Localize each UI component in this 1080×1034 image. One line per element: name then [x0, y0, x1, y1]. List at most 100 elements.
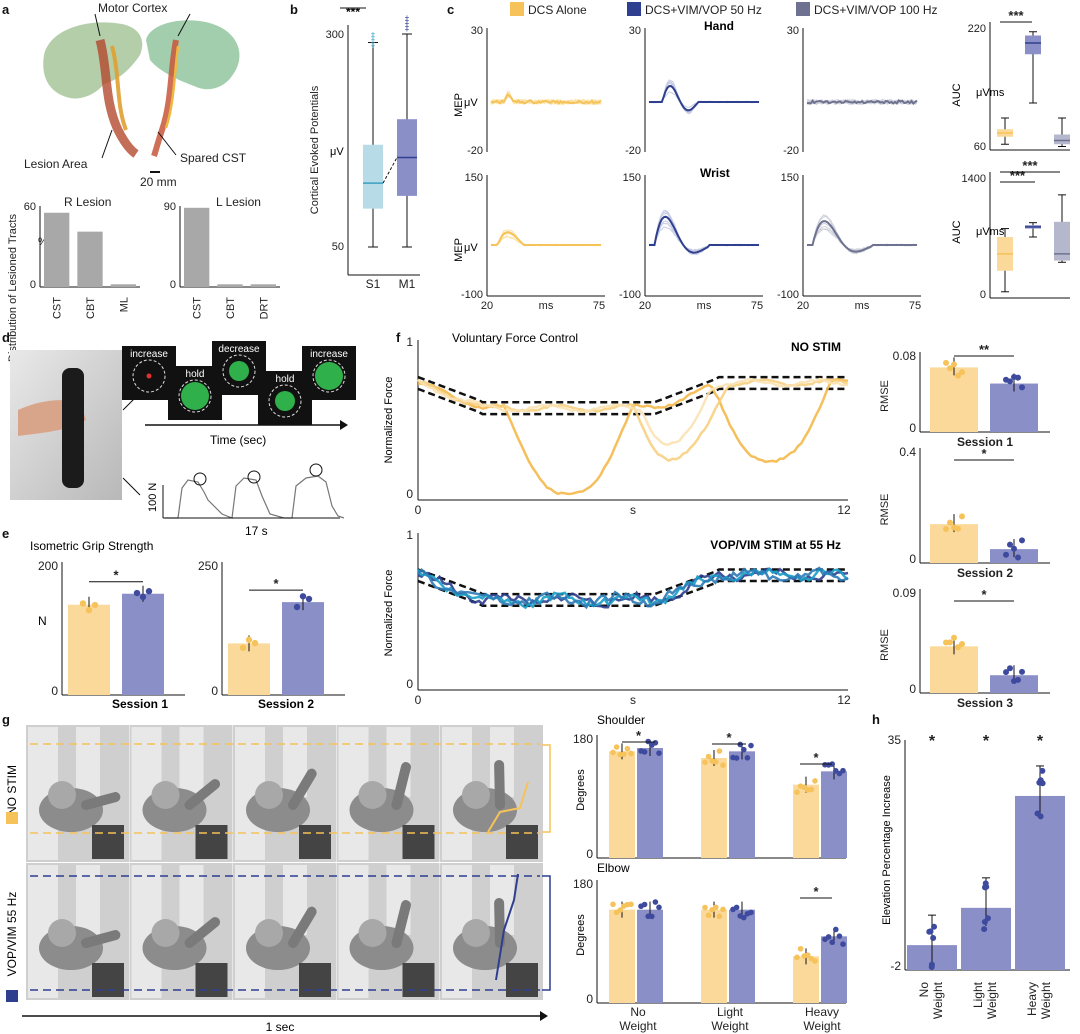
data-point: [1003, 669, 1009, 676]
target-band: [417, 579, 848, 607]
category-label: Weight: [985, 981, 999, 1019]
data-point: [943, 359, 949, 366]
legend-swatch-50hz: [627, 2, 641, 16]
tick-label: -100: [461, 289, 483, 301]
h-ylabel: Elevation Percentage Increase: [881, 775, 893, 925]
rmse-chart-2: 0.09 0 RMSE Session 3 *: [879, 586, 1050, 710]
data-point: [981, 926, 988, 933]
trial-trace: [806, 223, 918, 252]
tick-label: 12: [837, 503, 851, 517]
bar-NO STIM: [68, 604, 110, 695]
window-light: [179, 727, 204, 797]
data-point: [955, 644, 961, 651]
bar-No-Weight: [609, 909, 635, 1003]
a-ylabel-unit: %: [38, 236, 48, 248]
data-point: [836, 933, 843, 939]
spared-cst-tract: [151, 39, 179, 157]
g-chart-shoulder: Shoulder: [597, 713, 645, 727]
peak-marker-3: [309, 463, 323, 477]
data-point: [1019, 668, 1025, 675]
bar-CBT: [217, 284, 243, 287]
data-point: [91, 601, 99, 609]
tick-label: 0: [406, 677, 413, 691]
bar-No-Weight: [609, 751, 635, 858]
range-bracket-stim: [542, 875, 551, 991]
category-label: Weight: [1039, 981, 1053, 1019]
panel-d: increase hold decrease hold increase Time (s…: [10, 341, 356, 538]
data-point: [1034, 810, 1041, 817]
rmse-chart-0: 0.08 0 RMSE Session 1 **: [879, 342, 1050, 449]
c-auc-wrist: AUC: [951, 220, 963, 243]
c-mep-wrist: MEP: [453, 238, 465, 262]
cushion-dark: [195, 963, 228, 997]
target-ring: [312, 359, 346, 393]
head-blur: [151, 781, 180, 809]
data-point: [720, 906, 726, 913]
tick-label: 1: [406, 335, 413, 349]
grip-force-trace: [165, 475, 345, 519]
arm-blur: [288, 906, 317, 948]
data-point: [805, 952, 811, 958]
legend-dcs-alone: DCS Alone: [528, 3, 587, 17]
legend-50hz: DCS+VIM/VOP 50 Hz: [645, 3, 762, 17]
auc-box: [1054, 221, 1070, 261]
tick-label: 220: [968, 23, 986, 35]
panel-label-e: e: [2, 526, 9, 541]
bar-DRT: [250, 284, 276, 287]
f-ylabel-top: Normalized Force: [383, 377, 395, 464]
f-ylabel-bottom: Normalized Force: [383, 570, 395, 657]
data-point: [79, 600, 87, 607]
legend-100hz: DCS+VIM/VOP 100 Hz: [814, 3, 938, 17]
arm-trace-nostim: [487, 781, 529, 833]
lesion-area-label: Lesion Area: [24, 157, 88, 171]
auc-chart-Hand: 220 60 ***: [968, 8, 1070, 153]
bar-No-Weight: [637, 748, 663, 858]
data-point: [293, 603, 301, 611]
significance-label: *: [273, 576, 279, 591]
head-blur: [48, 919, 76, 947]
tick-label: 20: [797, 300, 809, 312]
tick-label: 20: [639, 300, 651, 312]
data-point: [943, 526, 949, 533]
significance-label: ***: [1022, 158, 1038, 173]
data-point: [959, 369, 965, 376]
data-point: [733, 904, 740, 911]
grip-chart-0: 200 0 *: [38, 559, 185, 698]
arm-blur: [494, 760, 505, 810]
outlier: +: [405, 13, 410, 22]
c-mep-hand: MEP: [453, 93, 465, 117]
data-point: [656, 904, 662, 911]
tick-label: 0: [586, 992, 593, 1006]
data-point: [947, 365, 953, 372]
arm-blur: [494, 898, 505, 948]
panel-a-brain: [43, 13, 240, 173]
bar-Light-Weight: [701, 758, 727, 858]
trial-trace: [806, 228, 918, 251]
arm-blur: [288, 768, 317, 810]
cursor-disc: [275, 391, 295, 411]
cushion-dark: [92, 825, 124, 859]
lesion-tract-left-core: [110, 45, 128, 131]
significance-label: *: [113, 568, 119, 583]
tick-label: 75: [593, 300, 605, 312]
bar-ML: [110, 284, 136, 287]
mean-trace: [491, 231, 601, 246]
target-ring: [222, 354, 256, 388]
g-ylabel-shoulder: Degrees: [575, 769, 587, 811]
arm-blur: [391, 762, 411, 810]
head-blur: [462, 919, 490, 947]
cursor-disc: [181, 382, 209, 410]
e-unit: N: [38, 614, 47, 628]
category-label: CST: [52, 297, 64, 319]
g-ylabel-elbow: Degrees: [575, 914, 587, 956]
data-point: [981, 918, 988, 925]
data-point: [613, 744, 620, 750]
data-point: [251, 639, 259, 647]
data-point: [930, 934, 937, 941]
task-screen-decrease: decrease: [212, 341, 266, 395]
data-point: [840, 767, 846, 774]
